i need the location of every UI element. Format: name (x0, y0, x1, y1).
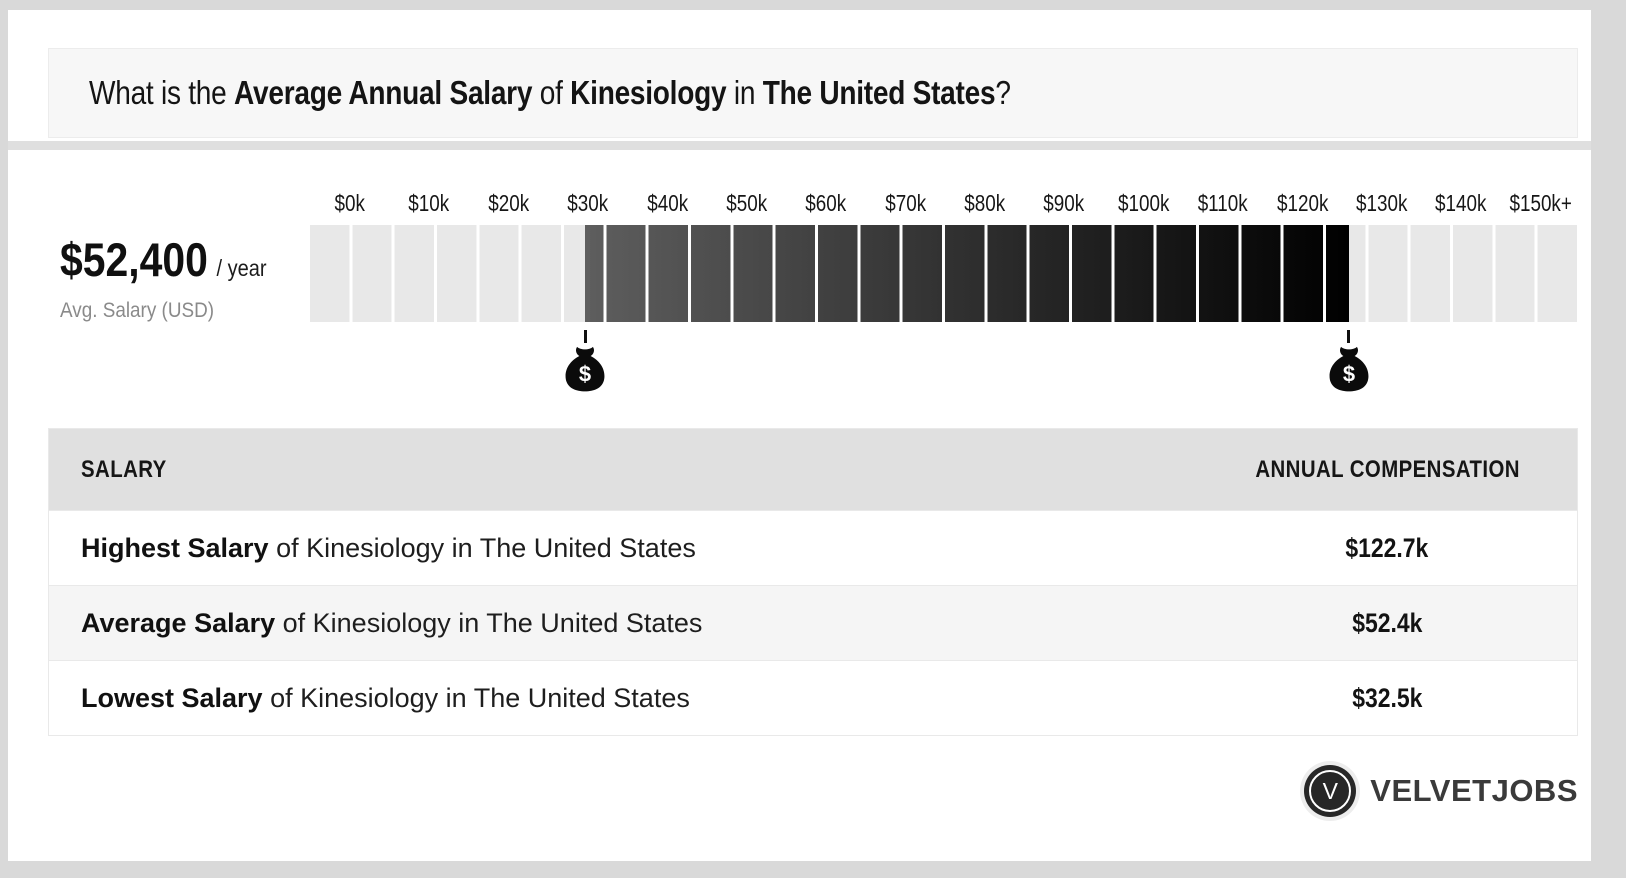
velvetjobs-logo: V VELVETJOBS (1304, 760, 1578, 822)
axis-tick-label: $10k (408, 190, 450, 216)
table-row: Average Salary of Kinesiology in The Uni… (48, 585, 1578, 661)
axis-tick-label: $130k (1355, 190, 1408, 216)
salary-range-bar (310, 225, 1580, 322)
axis-tick-label: $30k (567, 190, 609, 216)
table-row: Lowest Salary of Kinesiology in The Unit… (48, 660, 1578, 736)
average-salary-amount: $52,400 (60, 233, 208, 286)
axis-tick-label: $90k (1043, 190, 1085, 216)
salary-row-label: Lowest Salary of Kinesiology in The Unit… (48, 660, 1198, 736)
axis-tick-label: $150k+ (1509, 190, 1572, 216)
annual-compensation-column-header: ANNUAL COMPENSATION (1197, 428, 1578, 511)
highest-salary-marker: $ (1328, 330, 1370, 392)
salary-row-value: $32.5k (1197, 660, 1578, 736)
salary-row-label: Average Salary of Kinesiology in The Uni… (48, 585, 1198, 661)
axis-tick-label: $50k (726, 190, 768, 216)
logo-letter: V (1322, 777, 1338, 804)
axis-tick-label: $110k (1197, 190, 1248, 216)
dollar-sign-glyph: $ (1343, 362, 1355, 387)
axis-tick-label: $120k (1276, 190, 1328, 216)
salary-column-header: SALARY (48, 428, 1198, 511)
axis-tick-labels: $0k $10k $20k $30k $40k $50k $60k $70k $80k $90k $… (310, 188, 1580, 218)
marker-tick (1347, 330, 1351, 343)
header-divider (8, 141, 1591, 150)
axis-tick-label: $60k (805, 190, 847, 216)
money-bag-icon: $ (565, 346, 605, 392)
axis-tick-label: $20k (487, 190, 529, 216)
table-header-row: SALARY ANNUAL COMPENSATION (48, 428, 1578, 511)
dollar-sign-glyph: $ (579, 362, 591, 387)
per-year-label: / year (216, 255, 267, 281)
axis-tick-label: $100k (1117, 190, 1170, 216)
axis-tick-label: $70k (884, 190, 926, 216)
axis-tick-label: $80k (964, 190, 1006, 216)
average-salary-caption: Avg. Salary (USD) (60, 299, 215, 322)
axis-tick-label: $140k (1435, 190, 1487, 216)
infographic-card: What is the Average Annual Salary of Kin… (8, 10, 1591, 861)
axis-tick-label: $40k (646, 190, 688, 216)
salary-row-value: $52.4k (1197, 585, 1578, 661)
salary-table-body: Highest Salary of Kinesiology in The Uni… (48, 510, 1578, 736)
logo-ring: V (1309, 770, 1352, 812)
money-bag-icon: $ (1329, 346, 1369, 392)
velvetjobs-logo-icon: V (1304, 765, 1357, 817)
salary-table: SALARY ANNUAL COMPENSATION Highest Salar… (48, 428, 1578, 736)
salary-row-label: Highest Salary of Kinesiology in The Uni… (48, 510, 1198, 586)
logo-wordmark: VELVETJOBS (1370, 773, 1578, 808)
salary-range-chart: $ $ (310, 225, 1580, 392)
salary-row-value: $122.7k (1197, 510, 1578, 586)
axis-tick-label: $0k (334, 190, 365, 216)
table-row: Highest Salary of Kinesiology in The Uni… (48, 510, 1578, 586)
page-title: What is the Average Annual Salary of Kin… (89, 74, 1011, 111)
lowest-salary-marker: $ (564, 330, 606, 392)
average-salary-line: $52,400 / year (60, 232, 267, 287)
title-box: What is the Average Annual Salary of Kin… (48, 48, 1578, 138)
average-salary-summary: $52,400 / year Avg. Salary (USD) (60, 232, 297, 323)
marker-tick (583, 330, 587, 343)
